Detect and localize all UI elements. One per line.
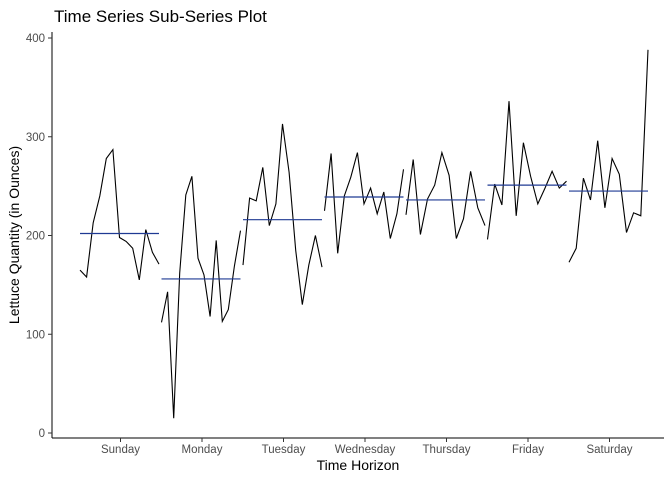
x-tick-label-saturday: Saturday <box>586 444 632 456</box>
x-tick-label-tuesday: Tuesday <box>262 444 306 456</box>
x-tick-label-thursday: Thursday <box>423 444 471 456</box>
y-tick-label-400: 400 <box>26 33 45 45</box>
series-line-thursday <box>405 150 486 239</box>
x-tick-label-friday: Friday <box>512 444 544 456</box>
plot-area: 0 100 200 300 400 Sunday Monday Tuesday Wednesda… <box>26 32 664 456</box>
y-tick-label-200: 200 <box>26 231 45 243</box>
chart-title: Time Series Sub-Series Plot <box>54 7 267 26</box>
series-line-friday <box>486 101 567 240</box>
series-line-sunday <box>79 148 160 281</box>
series-line-saturday <box>568 49 649 263</box>
y-tick-label-300: 300 <box>26 132 45 144</box>
y-tick-label-100: 100 <box>26 329 45 341</box>
series-line-tuesday <box>242 123 323 305</box>
series-line-wednesday <box>323 152 405 254</box>
y-tick-label-0: 0 <box>39 428 45 440</box>
x-tick-label-sunday: Sunday <box>101 444 140 456</box>
y-axis-label: Lettuce Quantity (in Ounces) <box>6 146 22 324</box>
x-tick-label-wednesday: Wednesday <box>335 444 396 456</box>
x-axis-label: Time Horizon <box>317 457 400 473</box>
series-line-monday <box>160 176 242 419</box>
x-tick-label-monday: Monday <box>182 444 223 456</box>
